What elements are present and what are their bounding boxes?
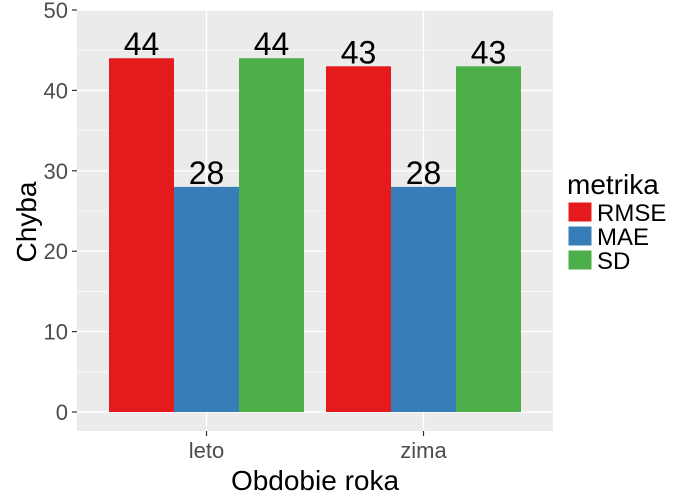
legend-key-sd	[567, 249, 593, 271]
data-label: 43	[341, 34, 377, 70]
data-label: 28	[406, 155, 442, 191]
data-label: 44	[124, 26, 160, 62]
legend-key-rmse	[567, 201, 593, 223]
bar-sd-leto	[239, 58, 304, 413]
y-axis: 0 10 20 30 40 50	[44, 0, 77, 425]
legend-title: metrika	[567, 169, 659, 200]
data-label: 44	[254, 26, 290, 62]
y-tick-label: 20	[44, 239, 68, 264]
y-tick-label: 0	[56, 400, 68, 425]
bar-rmse-leto	[109, 58, 174, 413]
y-tick-label: 30	[44, 159, 68, 184]
legend-label-rmse: RMSE	[597, 200, 666, 227]
legend-label-mae: MAE	[597, 224, 649, 251]
x-tick-label: leto	[189, 438, 224, 463]
y-axis-title: Chyba	[11, 181, 42, 262]
legend-label-sd: SD	[597, 248, 630, 275]
legend-key-mae	[567, 225, 593, 247]
bar-sd-zima	[456, 66, 521, 412]
y-tick-label: 40	[44, 78, 68, 103]
bar-mae-zima	[391, 186, 456, 412]
y-tick-label: 10	[44, 320, 68, 345]
data-labels: 44 28 44 43 28 43	[124, 26, 507, 191]
bar-mae-leto	[174, 186, 239, 412]
bars	[109, 58, 521, 413]
data-label: 28	[189, 155, 225, 191]
x-tick-label: zima	[400, 438, 447, 463]
x-axis-title: Obdobie roka	[231, 465, 400, 496]
bar-rmse-zima	[326, 66, 391, 412]
x-axis: leto zima	[189, 431, 447, 463]
data-label: 43	[471, 34, 507, 70]
y-tick-label: 50	[44, 0, 68, 23]
